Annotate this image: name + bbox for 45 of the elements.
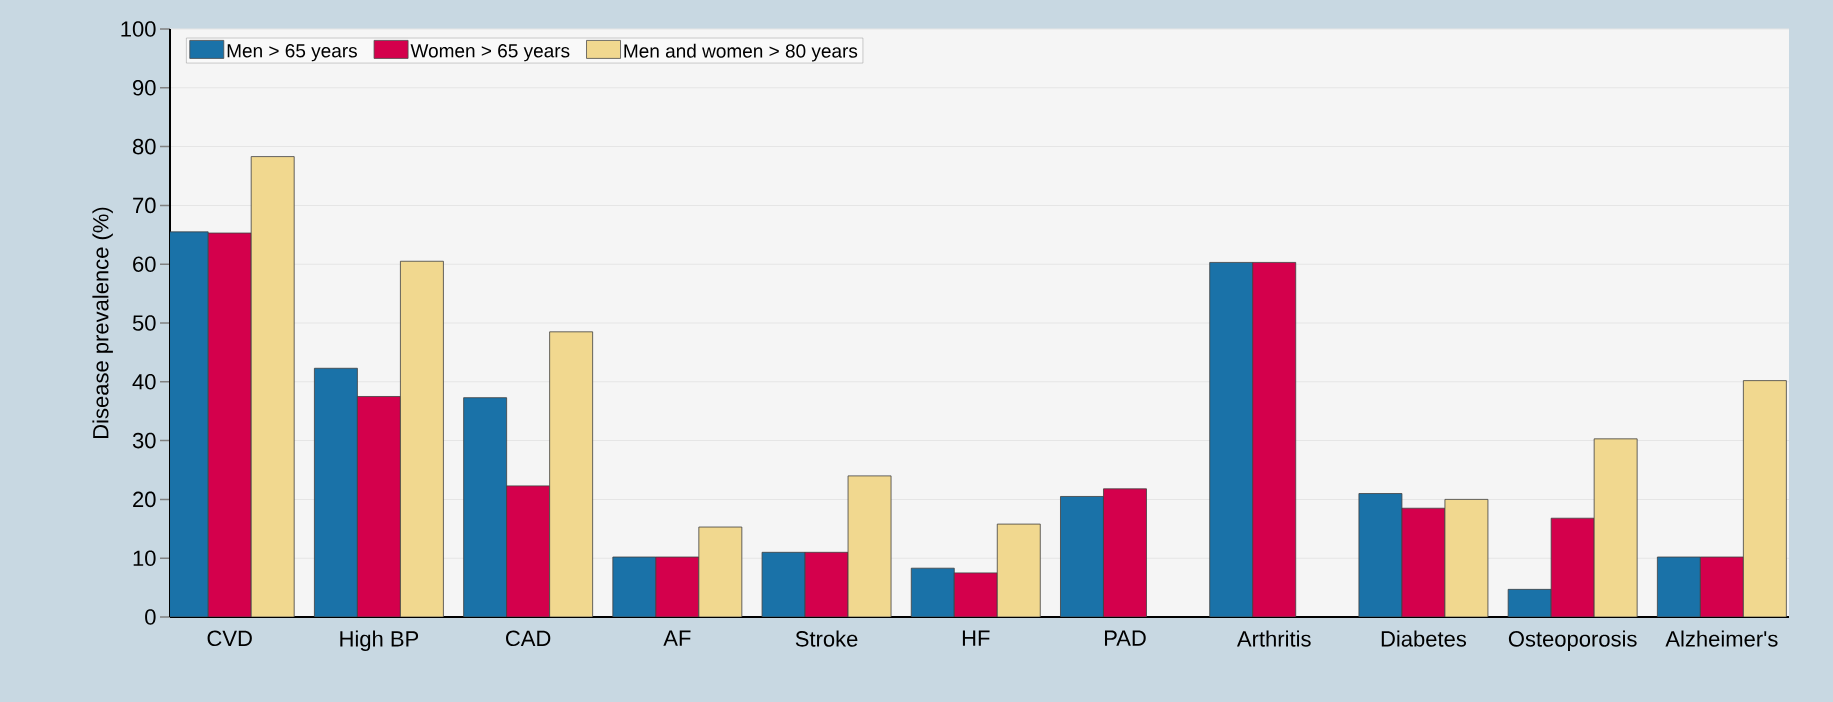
bar [1742,380,1787,617]
bar [1699,556,1744,617]
y-tick-label: 50 [132,315,156,331]
bar [847,475,892,617]
y-tick-label: 0 [145,609,156,625]
bar [1252,262,1297,617]
y-tick-label: 80 [132,138,156,155]
y-tick-label: 100 [121,21,156,37]
bar [698,526,743,617]
y-tick-label: 30 [132,432,156,449]
y-tick-label: 20 [133,491,156,508]
bar [357,396,401,617]
bar [1103,488,1147,617]
legend-label: Men and women > 80 years [624,43,858,62]
x-tick-label: AF [663,630,691,646]
x-tick-label: Stroke [795,630,858,647]
x-tick-label: PAD [1105,630,1146,646]
x-tick-label: Diabetes [1381,630,1467,647]
y-axis-title: Disease prevalence (%) [92,207,113,438]
x-tick-label: CVD [207,630,252,647]
bar [549,331,594,617]
bar [250,156,295,617]
x-tick-label: Alzheimer's [1665,630,1778,647]
bar [1593,438,1638,617]
legend-label: Women > 65 years [410,44,570,62]
bar [655,556,700,617]
x-tick-label: Arthritis [1236,630,1311,647]
bar [1444,499,1489,617]
bar [1550,517,1595,617]
bar [953,572,998,617]
y-tick-label: 10 [133,550,156,566]
bar [506,485,551,617]
bar [996,523,1041,617]
y-tick-label: 90 [133,80,156,96]
x-tick-label: Osteoporosis [1508,630,1637,652]
y-tick-label: 40 [132,374,156,390]
bar [804,551,849,617]
y-tick-label: 60 [133,256,156,272]
x-tick-label: CAD [506,630,551,647]
bar [1401,507,1446,617]
y-tick-label: 70 [133,197,156,214]
x-tick-label: HF [962,630,990,646]
x-tick-label: High BP [340,630,419,652]
bar [400,260,444,617]
legend-label: Men > 65 years [227,44,357,62]
